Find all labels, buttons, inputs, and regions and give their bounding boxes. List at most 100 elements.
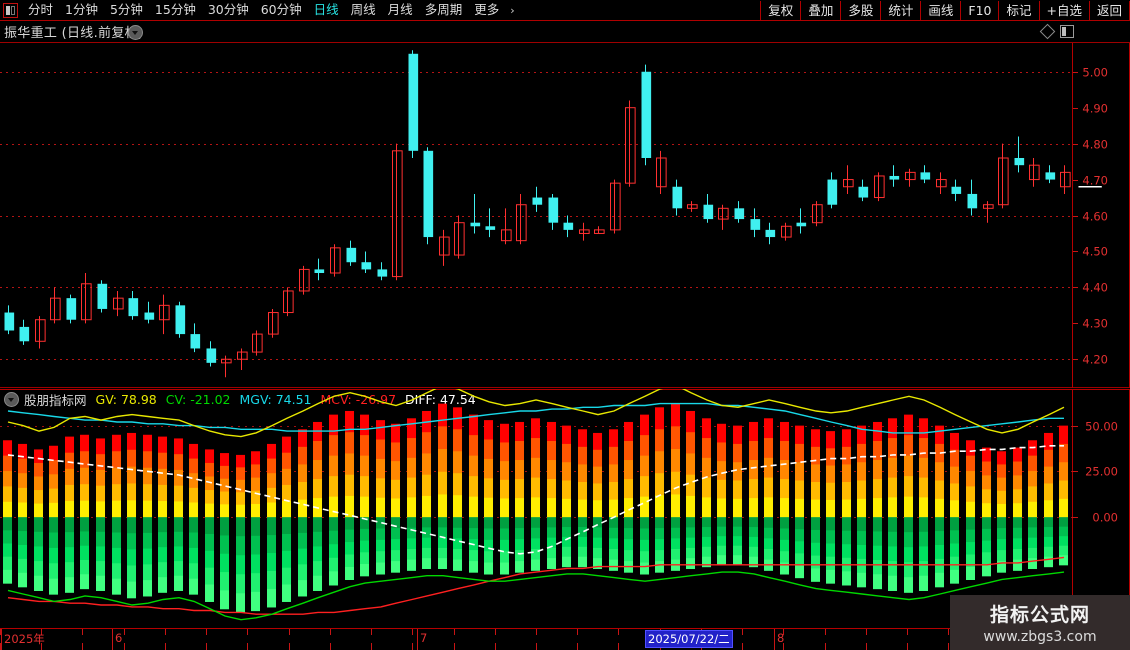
date-tick-bottom	[124, 643, 125, 650]
date-tick	[289, 629, 290, 635]
svg-text:4.70: 4.70	[1082, 174, 1108, 188]
period-monthly[interactable]: 月线	[387, 2, 413, 17]
button-huaxian[interactable]: 画线	[920, 0, 962, 20]
button-fuquan[interactable]: 复权	[760, 0, 802, 20]
period-1min[interactable]: 1分钟	[65, 2, 98, 17]
date-tick	[495, 629, 496, 635]
svg-text:4.60: 4.60	[1082, 210, 1108, 224]
period-more[interactable]: 更多	[474, 2, 500, 17]
period-30min[interactable]: 30分钟	[207, 2, 249, 17]
date-tick-bottom	[206, 643, 207, 650]
date-separator	[417, 629, 418, 650]
date-tick	[206, 629, 207, 635]
indicator-name-label: 股朋指标网	[24, 392, 87, 408]
period-daily[interactable]: 日线	[313, 2, 339, 17]
date-tick-bottom	[866, 643, 867, 650]
svg-text:5.00: 5.00	[1082, 66, 1108, 80]
date-tick-bottom	[742, 643, 743, 650]
button-back[interactable]: 返回	[1088, 0, 1130, 20]
date-tick-bottom	[82, 643, 83, 650]
indicator-mgv-key: MGV:	[239, 391, 272, 407]
date-tick-bottom	[412, 643, 413, 650]
period-weekly[interactable]: 周线	[350, 2, 376, 17]
date-tick-bottom	[495, 643, 496, 650]
chevron-right-icon[interactable]: ›	[510, 3, 515, 17]
toolbar-period-group: 分时 1分钟 5分钟 15分钟 30分钟 60分钟 日线 周线 月线 多周期 更…	[0, 0, 520, 20]
date-tick-bottom	[289, 643, 290, 650]
date-separator	[1, 629, 2, 650]
svg-text:0.00: 0.00	[1092, 511, 1118, 525]
date-tick-bottom	[783, 643, 784, 650]
indicator-mcv-key: MCV:	[320, 391, 352, 407]
indicator-mgv-value: 74.51	[275, 391, 312, 407]
date-tick-bottom	[165, 643, 166, 650]
date-tick	[907, 629, 908, 635]
button-diejia[interactable]: 叠加	[800, 0, 842, 20]
date-tick	[371, 629, 372, 635]
indicator-gv-key: GV:	[95, 391, 117, 407]
stock-name-label: 振华重工 (日线.前复权)	[4, 26, 144, 41]
watermark: 指标公式网 www.zbgs3.com	[950, 595, 1130, 650]
date-tick-bottom	[41, 643, 42, 650]
date-label-1: 6	[115, 631, 123, 645]
svg-text:4.90: 4.90	[1082, 102, 1108, 116]
date-tick	[124, 629, 125, 635]
period-15min[interactable]: 15分钟	[154, 2, 196, 17]
date-tick-bottom	[0, 643, 1, 650]
button-f10[interactable]: F10	[960, 0, 1000, 20]
date-tick-bottom	[247, 643, 248, 650]
date-label-0: 2025年	[4, 632, 45, 646]
date-tick	[577, 629, 578, 635]
watermark-title: 指标公式网	[989, 604, 1090, 626]
button-duogu[interactable]: 多股	[840, 0, 882, 20]
svg-text:25.00: 25.00	[1085, 465, 1118, 479]
date-tick-bottom	[825, 643, 826, 650]
date-separator	[774, 629, 775, 650]
indicator-cv: CV: -21.02	[166, 392, 231, 407]
indicator-mgv: MGV: 74.51	[240, 392, 312, 407]
period-multi[interactable]: 多周期	[424, 2, 463, 17]
svg-text:4.80: 4.80	[1082, 138, 1108, 152]
panel-split-icon[interactable]	[3, 2, 18, 18]
button-add-watchlist[interactable]: +自选	[1038, 0, 1090, 20]
button-biaoji[interactable]: 标记	[998, 0, 1040, 20]
diamond-icon[interactable]	[1039, 23, 1056, 40]
period-5min[interactable]: 5分钟	[109, 2, 143, 17]
period-fenshi[interactable]: 分时	[28, 2, 54, 17]
chevron-down-circle-icon[interactable]	[128, 25, 143, 40]
date-tick-bottom	[907, 643, 908, 650]
top-toolbar: 分时 1分钟 5分钟 15分钟 30分钟 60分钟 日线 周线 月线 多周期 更…	[0, 0, 1130, 21]
svg-text:50.00: 50.00	[1085, 420, 1118, 434]
candlestick-plot: 4.20 4.30 4.40 4.50 4.60 4.70 4.80 4.90 5.00	[0, 43, 1130, 388]
svg-text:4.30: 4.30	[1082, 317, 1108, 331]
date-tick	[0, 629, 1, 635]
date-tick	[948, 629, 949, 635]
svg-text:4.50: 4.50	[1082, 245, 1108, 259]
indicator-plot: 0.00 25.00 50.00	[0, 389, 1130, 627]
indicator-diff-key: DIFF:	[405, 391, 436, 407]
indicator-chart-pane[interactable]: 0.00 25.00 50.00	[0, 389, 1130, 627]
date-tick	[82, 629, 83, 635]
date-tick-bottom	[330, 643, 331, 650]
date-tick	[454, 629, 455, 635]
date-separator	[112, 629, 113, 650]
button-tongji[interactable]: 统计	[880, 0, 922, 20]
date-label-3: 8	[777, 631, 785, 645]
price-chart-pane[interactable]: 4.20 4.30 4.40 4.50 4.60 4.70 4.80 4.90 5.00	[0, 42, 1130, 388]
svg-text:4.40: 4.40	[1082, 281, 1108, 295]
date-cursor-label[interactable]: 2025/07/22/二	[645, 630, 733, 648]
chevron-down-circle-icon[interactable]	[4, 391, 19, 407]
indicator-cv-key: CV:	[165, 391, 187, 407]
date-tick	[165, 629, 166, 635]
date-tick	[536, 629, 537, 635]
watermark-url: www.zbgs3.com	[983, 629, 1097, 645]
date-tick	[742, 629, 743, 635]
date-axis[interactable]: 2025年 6 7 8 2025/07/22/二	[0, 628, 1130, 650]
period-60min[interactable]: 60分钟	[260, 2, 302, 17]
svg-text:4.20: 4.20	[1082, 353, 1108, 367]
date-tick	[618, 629, 619, 635]
split-panel-icon[interactable]	[1060, 25, 1074, 38]
indicator-diff-value: 47.54	[439, 391, 476, 407]
date-tick	[783, 629, 784, 635]
date-tick-bottom	[577, 643, 578, 650]
